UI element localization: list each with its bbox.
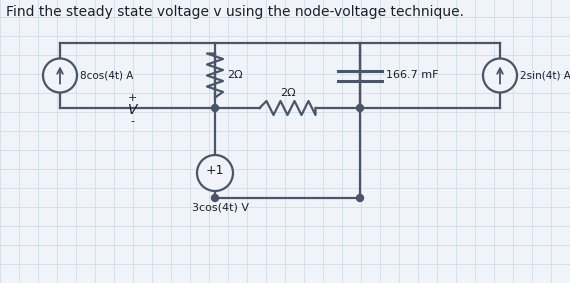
Text: -: - (131, 116, 135, 126)
Text: V: V (128, 103, 137, 117)
Text: Find the steady state voltage v using the node-voltage technique.: Find the steady state voltage v using th… (6, 5, 464, 19)
Circle shape (211, 194, 218, 201)
Circle shape (356, 194, 364, 201)
Text: +1: +1 (206, 164, 224, 177)
Text: 166.7 mF: 166.7 mF (386, 70, 438, 80)
Circle shape (483, 59, 517, 93)
Text: 8cos(4t) A: 8cos(4t) A (80, 70, 133, 80)
Circle shape (197, 155, 233, 191)
Text: 3cos(4t) V: 3cos(4t) V (192, 203, 249, 213)
Text: +: + (128, 93, 137, 103)
Text: 2Ω: 2Ω (280, 88, 295, 98)
Circle shape (43, 59, 77, 93)
Circle shape (356, 104, 364, 112)
Text: 2sin(4t) A: 2sin(4t) A (520, 70, 570, 80)
Text: 2Ω: 2Ω (227, 70, 243, 80)
Circle shape (211, 104, 218, 112)
